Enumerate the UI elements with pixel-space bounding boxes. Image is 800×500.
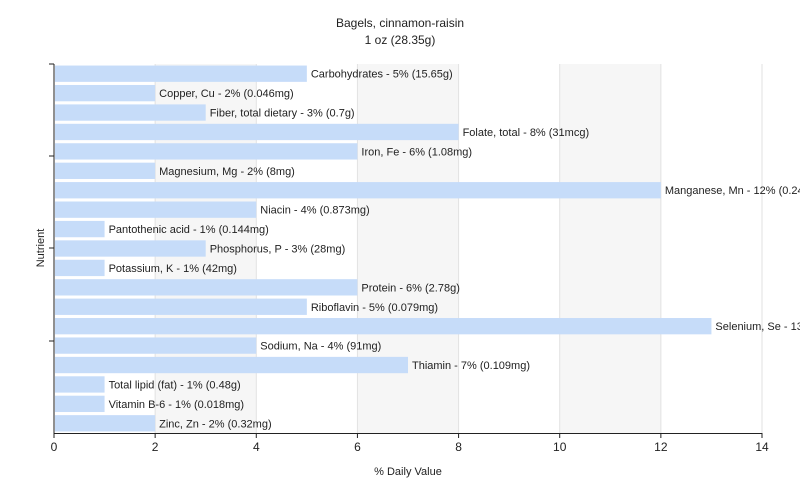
x-tick-label: 6: [354, 440, 361, 454]
bar: [55, 356, 408, 374]
bar: [55, 298, 307, 315]
bar: [55, 415, 156, 432]
bar-label: Sodium, Na - 4% (91mg): [260, 341, 381, 353]
bar: [55, 162, 156, 179]
bar-label: Potassium, K - 1% (42mg): [109, 263, 237, 275]
bar: [55, 395, 105, 413]
bar: [55, 318, 712, 335]
bar: [55, 182, 661, 199]
y-axis-label: Nutrient: [35, 228, 47, 268]
grid-band: [458, 64, 560, 433]
bar-label: Thiamin - 7% (0.109mg): [412, 360, 530, 372]
bar: [55, 84, 156, 102]
bar-label: Magnesium, Mg - 2% (8mg): [159, 166, 295, 178]
bar: [55, 376, 105, 393]
x-tick-label: 14: [755, 440, 769, 454]
bar-label: Protein - 6% (2.78g): [361, 282, 459, 294]
bar-label: Manganese, Mn - 12% (0.248mg): [665, 185, 800, 197]
bar: [55, 337, 257, 354]
grid-band: [559, 64, 661, 433]
bar-label: Pantothenic acid - 1% (0.144mg): [109, 224, 269, 236]
bar: [55, 279, 358, 296]
grid-band: [660, 64, 762, 433]
x-tick-label: 10: [553, 440, 567, 454]
bar: [55, 201, 257, 218]
bar-label: Folate, total - 8% (31mcg): [463, 127, 590, 139]
chart-title: Bagels, cinnamon-raisin: [335, 16, 465, 30]
bar: [55, 65, 307, 82]
bar: [55, 259, 105, 277]
bar: [55, 104, 206, 121]
x-tick-label: 8: [455, 440, 462, 454]
bar-label: Selenium, Se - 13% (8.8mcg): [715, 321, 800, 333]
x-axis-label: % Daily Value: [374, 466, 442, 478]
bar: [55, 240, 206, 257]
bar-label: Zinc, Zn - 2% (0.32mg): [159, 418, 271, 430]
x-tick-label: 0: [51, 440, 58, 454]
x-tick-label: 12: [654, 440, 668, 454]
bar-label: Phosphorus, P - 3% (28mg): [210, 244, 346, 256]
bar-label: Riboflavin - 5% (0.079mg): [311, 302, 438, 314]
bar-label: Copper, Cu - 2% (0.046mg): [159, 88, 294, 100]
chart-subtitle: 1 oz (28.35g): [364, 33, 436, 47]
bar-label: Niacin - 4% (0.873mg): [260, 205, 369, 217]
bar-label: Carbohydrates - 5% (15.65g): [311, 69, 453, 81]
x-tick-label: 4: [253, 440, 260, 454]
bar-label: Vitamin B-6 - 1% (0.018mg): [109, 399, 245, 411]
bar: [55, 143, 358, 160]
bar: [55, 220, 105, 238]
grid-band: [357, 64, 459, 433]
x-tick-label: 2: [152, 440, 159, 454]
bar-label: Fiber, total dietary - 3% (0.7g): [210, 108, 355, 120]
bar-label: Iron, Fe - 6% (1.08mg): [361, 146, 472, 158]
bar-label: Total lipid (fat) - 1% (0.48g): [109, 379, 241, 391]
bar: [55, 123, 459, 141]
